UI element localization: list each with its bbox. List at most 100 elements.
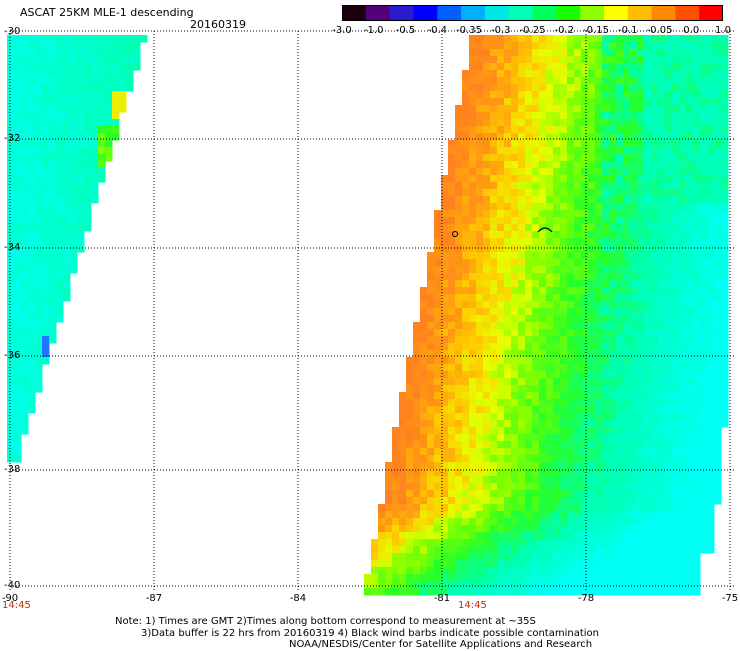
- swath-cell: [700, 140, 708, 148]
- swath-cell: [476, 539, 484, 547]
- swath-cell: [35, 154, 43, 162]
- swath-cell: [504, 175, 512, 183]
- swath-cell: [616, 210, 624, 218]
- swath-cell: [672, 532, 680, 540]
- swath-cell: [679, 252, 687, 260]
- swath-cell: [714, 455, 722, 463]
- swath-cell: [644, 210, 652, 218]
- swath-cell: [693, 98, 701, 106]
- swath-cell: [469, 280, 477, 288]
- swath-cell: [490, 469, 498, 477]
- swath-cell: [595, 252, 603, 260]
- swath-cell: [497, 504, 505, 512]
- swath-cell: [609, 252, 617, 260]
- swath-cell: [658, 63, 666, 71]
- swath-cell: [420, 532, 428, 540]
- swath-cell: [700, 336, 708, 344]
- swath-cell: [77, 98, 85, 106]
- swath-cell: [574, 378, 582, 386]
- swath-cell: [392, 434, 400, 442]
- swath-cell: [602, 560, 610, 568]
- swath-cell: [707, 252, 715, 260]
- swath-cell: [392, 469, 400, 477]
- swath-cell: [28, 252, 36, 260]
- swath-cell: [651, 84, 659, 92]
- swath-cell: [483, 322, 491, 330]
- swath-cell: [469, 455, 477, 463]
- swath-cell: [42, 224, 50, 232]
- swath-cell: [637, 168, 645, 176]
- swath-cell: [49, 196, 57, 204]
- swath-cell: [448, 238, 456, 246]
- swath-cell: [385, 511, 393, 519]
- swath-cell: [476, 525, 484, 533]
- swath-cell: [630, 273, 638, 281]
- swath-cell: [14, 399, 22, 407]
- swath-cell: [623, 476, 631, 484]
- swath-cell: [574, 483, 582, 491]
- swath-cell: [588, 196, 596, 204]
- swath-cell: [49, 49, 57, 57]
- swath-cell: [49, 252, 57, 260]
- swath-cell: [490, 567, 498, 575]
- swath-cell: [63, 231, 71, 239]
- swath-cell: [511, 455, 519, 463]
- swath-cell: [504, 399, 512, 407]
- swath-cell: [560, 553, 568, 561]
- swath-cell: [602, 441, 610, 449]
- swath-cell: [609, 476, 617, 484]
- swath-cell: [658, 476, 666, 484]
- swath-cell: [707, 189, 715, 197]
- swath-cell: [77, 91, 85, 99]
- swath-cell: [658, 147, 666, 155]
- lat-label: -40: [4, 580, 21, 591]
- swath-cell: [385, 560, 393, 568]
- swath-cell: [693, 504, 701, 512]
- swath-cell: [630, 392, 638, 400]
- swath-cell: [7, 133, 15, 141]
- swath-cell: [616, 91, 624, 99]
- swath-cell: [665, 553, 673, 561]
- swath-cell: [441, 336, 449, 344]
- swath-cell: [532, 196, 540, 204]
- swath-cell: [637, 588, 645, 596]
- swath-cell: [490, 196, 498, 204]
- swath-cell: [665, 203, 673, 211]
- swath-cell: [581, 231, 589, 239]
- swath-cell: [602, 532, 610, 540]
- swath-cell: [497, 399, 505, 407]
- swath-cell: [7, 189, 15, 197]
- swath-cell: [511, 574, 519, 582]
- swath-cell: [644, 63, 652, 71]
- swath-cell: [504, 588, 512, 596]
- swath-cell: [483, 56, 491, 64]
- swath-cell: [434, 441, 442, 449]
- swath-cell: [546, 553, 554, 561]
- swath-cell: [532, 497, 540, 505]
- swath-cell: [483, 497, 491, 505]
- swath-cell: [28, 371, 36, 379]
- swath-cell: [602, 546, 610, 554]
- swath-cell: [686, 434, 694, 442]
- swath-cell: [532, 588, 540, 596]
- swath-cell: [84, 189, 92, 197]
- swath-cell: [462, 245, 470, 253]
- swath-cell: [693, 224, 701, 232]
- swath-cell: [427, 315, 435, 323]
- swath-cell: [644, 252, 652, 260]
- swath-cell: [42, 182, 50, 190]
- swath-cell: [602, 511, 610, 519]
- swath-cell: [490, 210, 498, 218]
- swath-cell: [28, 147, 36, 155]
- swath-cell: [665, 343, 673, 351]
- wind-barb-markers: [452, 227, 553, 237]
- swath-cell: [518, 322, 526, 330]
- swath-cell: [693, 441, 701, 449]
- swath-cell: [70, 98, 78, 106]
- swath-cell: [679, 574, 687, 582]
- swath-cell: [609, 112, 617, 120]
- swath-cell: [518, 504, 526, 512]
- swath-cell: [721, 224, 729, 232]
- swath-cell: [700, 525, 708, 533]
- swath-cell: [35, 49, 43, 57]
